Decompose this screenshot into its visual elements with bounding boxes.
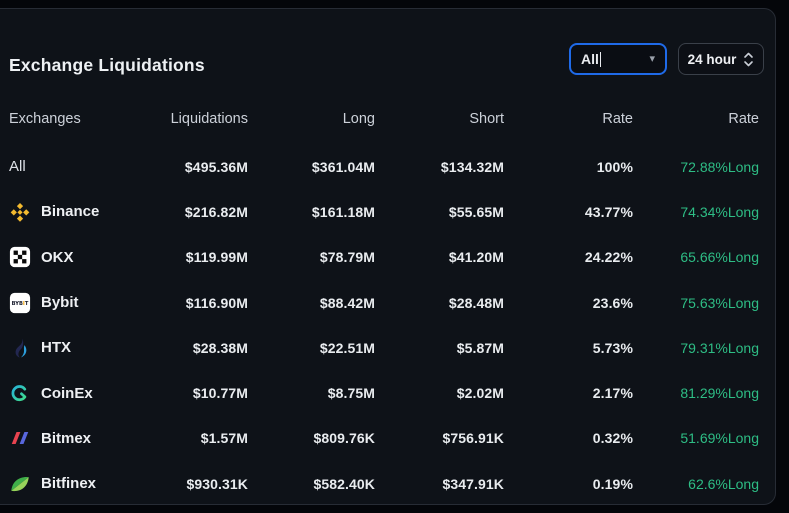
exchange-name: CoinEx: [41, 384, 93, 402]
exchange-name: Bitmex: [41, 429, 92, 447]
exchange-name: All: [9, 158, 26, 176]
short-value: $2.02M: [456, 385, 504, 402]
long-value: $78.79M: [319, 249, 375, 266]
exchange-name: Binance: [41, 203, 100, 221]
liquidations-value: $10.77M: [192, 385, 248, 402]
svg-text:BYBIT: BYBIT: [12, 301, 29, 307]
liquidations-value: $28.38M: [192, 339, 248, 356]
bybit-icon: BYBIT: [9, 292, 31, 314]
period-selector[interactable]: 24 hour: [678, 43, 764, 75]
liquidations-value: $1.57M: [200, 430, 248, 447]
bitmex-icon: [9, 427, 31, 449]
table-row-coinex[interactable]: CoinEx $10.77M $8.75M $2.02M 2.17% 81.29…: [9, 370, 759, 415]
exchange-name: OKX: [41, 248, 74, 266]
liquidations-value: $216.82M: [184, 203, 248, 220]
table-row-bitmex[interactable]: Bitmex $1.57M $809.76K $756.91K 0.32% 51…: [9, 416, 759, 461]
rate-value: 43.77%: [584, 203, 633, 220]
exchange-name: Bitfinex: [41, 475, 97, 493]
long-value: $88.42M: [319, 294, 375, 311]
chevron-down-icon: ▾: [649, 52, 655, 65]
table-row-bitfinex[interactable]: Bitfinex $930.31K $582.40K $347.91K 0.19…: [9, 461, 759, 506]
long-rate-value: 74.34%Long: [680, 203, 759, 220]
up-down-chevrons-icon: [743, 52, 754, 67]
bitfinex-icon: [9, 473, 31, 495]
htx-icon: [9, 337, 31, 359]
table-row-htx[interactable]: HTX $28.38M $22.51M $5.87M 5.73% 79.31%L…: [9, 325, 759, 370]
short-value: $347.91K: [442, 475, 504, 492]
rate-value: 2.17%: [592, 385, 633, 402]
rate-value: 5.73%: [592, 339, 633, 356]
long-value: $361.04M: [311, 158, 375, 175]
long-rate-value: 72.88%Long: [680, 158, 759, 175]
long-rate-value: 81.29%Long: [680, 385, 759, 402]
table-row-binance[interactable]: Binance $216.82M $161.18M $55.65M 43.77%…: [9, 189, 759, 234]
long-value: $809.76K: [313, 430, 375, 447]
long-rate-value: 65.66%Long: [680, 249, 759, 266]
table-row-okx[interactable]: OKX $119.99M $78.79M $41.20M 24.22% 65.6…: [9, 235, 759, 280]
long-value: $161.18M: [311, 203, 375, 220]
short-value: $5.87M: [456, 339, 504, 356]
short-value: $756.91K: [442, 430, 504, 447]
column-header-short: Short: [469, 111, 504, 127]
page-title: Exchange Liquidations: [9, 55, 205, 75]
table-row-all[interactable]: All $495.36M $361.04M $134.32M 100% 72.8…: [9, 144, 759, 189]
rate-value: 23.6%: [592, 294, 633, 311]
long-rate-value: 75.63%Long: [680, 294, 759, 311]
liquidations-value: $119.99M: [185, 249, 248, 266]
short-value: $41.20M: [448, 249, 504, 266]
binance-icon: [9, 201, 31, 223]
column-header-exchanges: Exchanges: [9, 111, 81, 127]
exchange-filter-value: All: [581, 51, 599, 67]
column-header-liquidations: Liquidations: [170, 111, 248, 127]
text-cursor: [599, 51, 601, 67]
table-body: All $495.36M $361.04M $134.32M 100% 72.8…: [9, 144, 759, 506]
column-header-long-rate: Rate: [728, 111, 759, 127]
liquidations-value: $116.90M: [185, 294, 248, 311]
okx-icon: [9, 246, 31, 268]
rate-value: 100%: [596, 158, 633, 175]
exchange-name: HTX: [41, 339, 71, 357]
exchange-filter-dropdown[interactable]: All ▾: [569, 43, 667, 75]
column-header-long: Long: [342, 111, 375, 127]
short-value: $28.48M: [448, 294, 504, 311]
period-value: 24 hour: [687, 51, 737, 67]
table-row-bybit[interactable]: BYBIT Bybit $116.90M $88.42M $28.48M 23.…: [9, 280, 759, 325]
column-header-rate: Rate: [602, 111, 633, 127]
table-header-row: Exchanges Liquidations Long Short Rate R…: [9, 101, 759, 137]
rate-value: 0.19%: [592, 475, 633, 492]
long-value: $582.40K: [313, 475, 375, 492]
short-value: $134.32M: [440, 158, 504, 175]
coinex-icon: [9, 382, 31, 404]
liquidations-value: $495.36M: [184, 158, 248, 175]
short-value: $55.65M: [448, 203, 504, 220]
liquidations-table: Exchanges Liquidations Long Short Rate R…: [9, 101, 759, 506]
rate-value: 0.32%: [592, 430, 633, 447]
exchange-name: Bybit: [41, 294, 79, 312]
long-value: $22.51M: [319, 339, 375, 356]
liquidations-value: $930.31K: [186, 475, 248, 492]
long-rate-value: 79.31%Long: [680, 339, 759, 356]
long-rate-value: 51.69%Long: [680, 430, 759, 447]
rate-value: 24.22%: [584, 249, 633, 266]
long-value: $8.75M: [327, 385, 375, 402]
exchange-liquidations-card: Exchange Liquidations All ▾ 24 hour Exch…: [0, 8, 776, 505]
long-rate-value: 62.6%Long: [688, 475, 759, 492]
